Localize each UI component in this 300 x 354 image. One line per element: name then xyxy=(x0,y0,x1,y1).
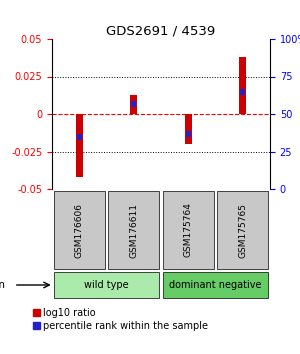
Bar xyxy=(163,272,268,298)
Bar xyxy=(108,191,159,269)
Bar xyxy=(163,191,214,269)
Bar xyxy=(239,57,246,114)
Bar xyxy=(54,191,105,269)
Text: wild type: wild type xyxy=(84,280,129,290)
Bar xyxy=(76,114,83,177)
Text: GSM175765: GSM175765 xyxy=(238,202,247,257)
Text: strain: strain xyxy=(0,280,6,290)
Text: dominant negative: dominant negative xyxy=(169,280,262,290)
Legend: log10 ratio, percentile rank within the sample: log10 ratio, percentile rank within the … xyxy=(29,304,212,335)
Title: GDS2691 / 4539: GDS2691 / 4539 xyxy=(106,25,216,38)
Bar xyxy=(77,133,82,139)
Bar xyxy=(131,101,136,107)
Text: GSM176611: GSM176611 xyxy=(129,202,138,257)
Bar xyxy=(240,88,245,95)
Bar xyxy=(186,131,191,137)
Bar xyxy=(54,272,159,298)
Text: GSM176606: GSM176606 xyxy=(75,202,84,257)
Text: GSM175764: GSM175764 xyxy=(184,202,193,257)
Bar xyxy=(130,95,137,114)
Bar xyxy=(185,114,192,144)
Bar xyxy=(217,191,268,269)
